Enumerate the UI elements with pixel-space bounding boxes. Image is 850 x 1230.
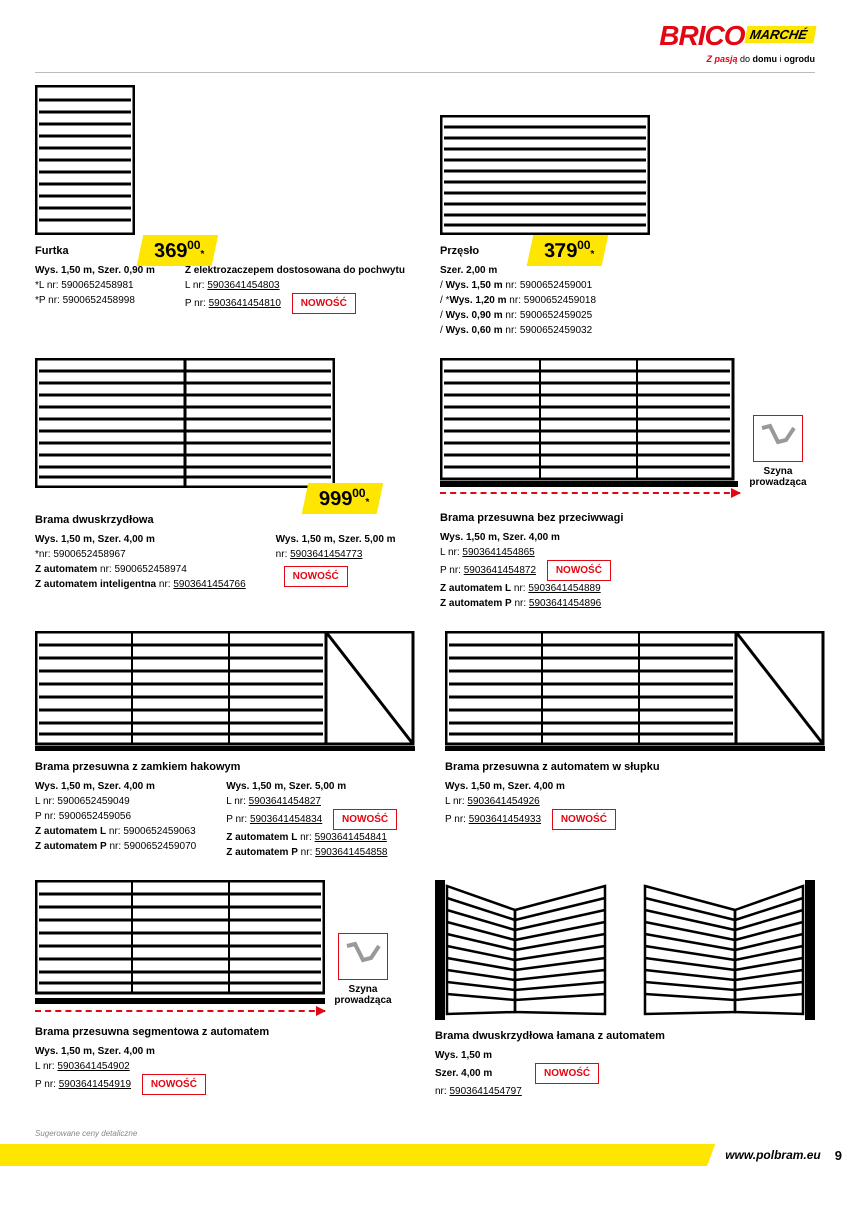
dash-arrow [35, 1010, 325, 1012]
product-slupek: Brama przesuwna z automatem w słupku Wys… [445, 631, 825, 860]
lamana-title: Brama dwuskrzydłowa łamana z automatem [435, 1030, 815, 1042]
page-header: BRICO MARCHÉ Z pasją do domu i ogrodu [35, 20, 815, 73]
footer-url: www.polbram.eu [725, 1148, 821, 1162]
hakowy-title: Brama przesuwna z zamkiem hakowym [35, 761, 415, 773]
nowosc-badge: NOWOŚĆ [292, 293, 356, 314]
hakowy-spec1: Wys. 1,50 m, Szer. 4,00 m L nr: 59006524… [35, 779, 196, 860]
brand-main: BRICO [659, 20, 744, 52]
dwuskrzydlowa-spec2: Wys. 1,50 m, Szer. 5,00 m nr: 5903641454… [276, 532, 396, 592]
disclaimer: Sugerowane ceny detaliczne [35, 1129, 815, 1138]
furtka-image [35, 85, 410, 235]
szyna-label: Szyna prowadząca [333, 933, 393, 1006]
hakowy-image [35, 631, 415, 751]
nowosc-badge: NOWOŚĆ [535, 1063, 599, 1084]
szyna-label: Szyna prowadząca [748, 415, 808, 488]
dwuskrzydlowa-spec1: Wys. 1,50 m, Szer. 4,00 m *nr: 590065245… [35, 532, 246, 592]
przesuwna-bez-image [440, 358, 740, 488]
price-tag-dwuskrzydlowa: 99900* [302, 483, 383, 514]
furtka-spec2: Z elektrozaczepem dostosowana do pochwyt… [185, 263, 405, 314]
nowosc-badge: NOWOŚĆ [284, 566, 348, 587]
product-dwuskrzydlowa: 99900* Brama dwuskrzydłowa Wys. 1,50 m, … [35, 358, 410, 611]
furtka-title: Furtka [35, 245, 410, 257]
product-przesuwna-bez: Szyna prowadząca Brama przesuwna bez prz… [440, 358, 815, 611]
slupek-spec: Wys. 1,50 m, Szer. 4,00 m L nr: 59036414… [445, 779, 825, 830]
rail-icon [338, 933, 388, 980]
dash-arrow [440, 492, 740, 494]
price-tag-furtka: 36900* [137, 235, 218, 266]
lamana-spec: Wys. 1,50 m Szer. 4,00 m NOWOŚĆ nr: 5903… [435, 1048, 815, 1099]
product-segment: Szyna prowadząca Brama przesuwna segment… [35, 880, 405, 1099]
dwuskrzydlowa-image [35, 358, 410, 488]
page-number: 9 [835, 1148, 842, 1163]
segment-spec: Wys. 1,50 m, Szer. 4,00 m L nr: 59036414… [35, 1044, 405, 1095]
hakowy-spec2: Wys. 1,50 m, Szer. 5,00 m L nr: 59036414… [226, 779, 397, 860]
nowosc-badge: NOWOŚĆ [333, 809, 397, 830]
przeslo-spec: Szer. 2,00 m / Wys. 1,50 m nr: 590065245… [440, 263, 815, 338]
slupek-title: Brama przesuwna z automatem w słupku [445, 761, 825, 773]
price-tag-przeslo: 37900* [527, 235, 608, 266]
tagline: Z pasją do domu i ogrodu [659, 54, 815, 64]
footer-bar: www.polbram.eu 9 [0, 1144, 850, 1166]
nowosc-badge: NOWOŚĆ [552, 809, 616, 830]
przesuwna-bez-spec: Wys. 1,50 m, Szer. 4,00 m L nr: 59036414… [440, 530, 815, 611]
przesuwna-bez-title: Brama przesuwna bez przeciwwagi [440, 512, 815, 524]
rail-icon [753, 415, 803, 462]
nowosc-badge: NOWOŚĆ [142, 1074, 206, 1095]
przeslo-image [440, 115, 815, 235]
nowosc-badge: NOWOŚĆ [547, 560, 611, 581]
brand-logo: BRICO MARCHÉ Z pasją do domu i ogrodu [659, 20, 815, 64]
product-furtka: 36900* Furtka Wys. 1,50 m, Szer. 0,90 m … [35, 85, 410, 338]
segment-image [35, 880, 325, 1006]
product-hakowy: Brama przesuwna z zamkiem hakowym Wys. 1… [35, 631, 415, 860]
product-lamana: Brama dwuskrzydłowa łamana z automatem W… [435, 880, 815, 1099]
slupek-image [445, 631, 825, 751]
footer-strip [0, 1144, 715, 1166]
brand-sub: MARCHÉ [744, 26, 816, 43]
product-przeslo: 37900* Przęsło Szer. 2,00 m / Wys. 1,50 … [440, 85, 815, 338]
przeslo-title: Przęsło [440, 245, 815, 257]
lamana-image [435, 880, 815, 1020]
segment-title: Brama przesuwna segmentowa z automatem [35, 1026, 405, 1038]
dwuskrzydlowa-title: Brama dwuskrzydłowa [35, 514, 410, 526]
furtka-spec1: Wys. 1,50 m, Szer. 0,90 m *L nr: 5900652… [35, 263, 155, 314]
